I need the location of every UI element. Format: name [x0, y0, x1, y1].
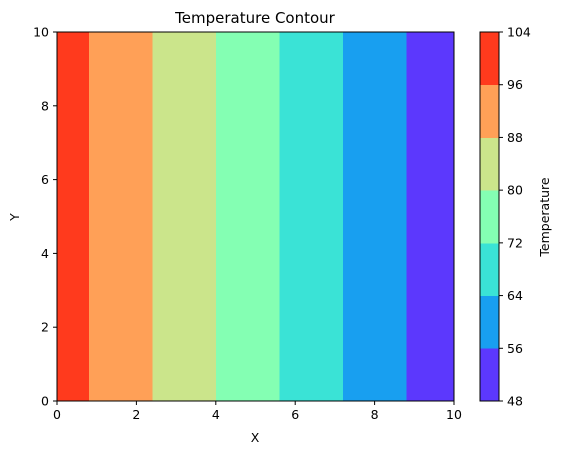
- plot-area: 0 2 4 6 8 10 0 2 4 6 8 10: [33, 25, 462, 423]
- y-axis-label: Y: [7, 213, 22, 222]
- colorbar: 48 56 64 72 80 88 96 104: [479, 25, 531, 409]
- colorbar-tick-label: 72: [507, 235, 523, 250]
- colorbar-segment-2: [480, 295, 499, 349]
- colorbar-segment-1: [480, 348, 499, 402]
- colorbar-tick-label: 48: [507, 394, 523, 409]
- colorbar-segment-3: [480, 242, 499, 296]
- colorbar-label: Temperature: [537, 177, 552, 257]
- colorbar-tick-label: 80: [507, 183, 523, 198]
- contour-band-3: [152, 32, 217, 401]
- plot-frame: [56, 31, 455, 402]
- contour-band-4: [215, 32, 280, 401]
- x-tick-label: 8: [371, 407, 379, 422]
- y-tick-label: 4: [41, 246, 49, 261]
- x-tick-label: 6: [291, 407, 299, 422]
- colorbar-tick-label: 96: [507, 77, 523, 92]
- colorbar-segment-6: [480, 84, 499, 138]
- colorbar-segment-4: [480, 190, 499, 244]
- contour-band-7: [406, 32, 455, 401]
- y-tick-label: 2: [41, 320, 49, 335]
- colorbar-segment-5: [480, 137, 499, 191]
- x-tick-label: 2: [132, 407, 140, 422]
- contour-band-6: [342, 32, 407, 401]
- colorbar-frame: [479, 31, 500, 402]
- colorbar-tick-label: 88: [507, 130, 523, 145]
- x-axis-label: X: [251, 430, 260, 445]
- y-tick-label: 8: [41, 98, 49, 113]
- contour-band-5: [279, 32, 344, 401]
- chart-title: Temperature Contour: [174, 9, 336, 27]
- colorbar-segment-7: [480, 32, 499, 86]
- colorbar-tick-label: 56: [507, 341, 523, 356]
- colorbar-tick-label: 64: [507, 288, 523, 303]
- x-tick-label: 0: [53, 407, 61, 422]
- contour-band-1: [57, 32, 90, 401]
- y-tick-label: 6: [41, 172, 49, 187]
- x-tick-label: 10: [446, 407, 462, 422]
- y-tick-label: 0: [41, 394, 49, 409]
- x-tick-label: 4: [212, 407, 220, 422]
- y-tick-label: 10: [33, 25, 49, 40]
- contour-band-2: [88, 32, 153, 401]
- colorbar-tick-label: 104: [507, 25, 531, 40]
